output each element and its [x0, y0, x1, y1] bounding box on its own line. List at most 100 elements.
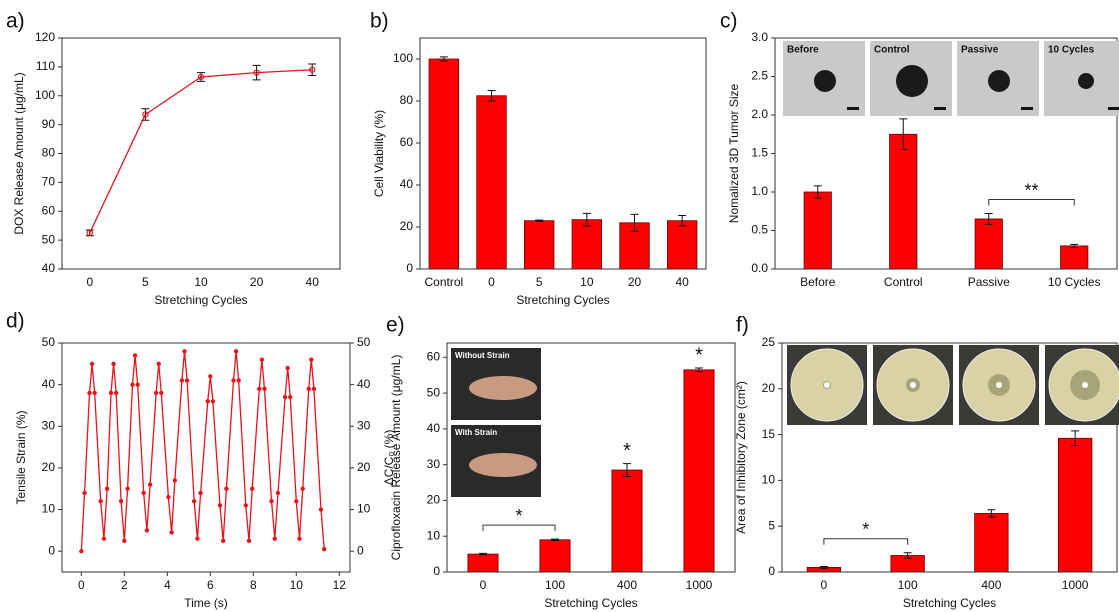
data-point — [136, 383, 139, 386]
bar — [890, 134, 917, 269]
disc — [824, 382, 830, 388]
y-tick-label: 110 — [36, 59, 55, 73]
bracket — [483, 525, 555, 531]
photo-spheroid — [896, 65, 928, 97]
y-tick-label: 40 — [42, 261, 56, 275]
x-tick-label: 0 — [86, 275, 93, 289]
y-tick-label: 0 — [768, 564, 775, 578]
data-point — [155, 391, 158, 394]
data-point — [244, 504, 247, 507]
y-tick-label: 30 — [42, 418, 56, 432]
y-tick-label: 120 — [35, 30, 55, 44]
y2-tick-label: 0 — [357, 543, 364, 557]
panel-label: e) — [386, 314, 405, 337]
data-point — [247, 539, 250, 542]
data-line — [81, 351, 324, 551]
scale-bar — [847, 107, 859, 110]
bar — [667, 221, 697, 269]
bar — [612, 470, 642, 572]
panel-label: d) — [6, 310, 25, 333]
data-point — [218, 504, 221, 507]
y2-tick-label: 10 — [357, 502, 371, 516]
x-tick-label: 400 — [617, 578, 637, 592]
bar-label: * — [623, 440, 631, 462]
data-point — [157, 362, 160, 365]
data-point — [199, 491, 202, 494]
data-point — [120, 500, 123, 503]
x-tick-label: 0 — [78, 578, 85, 592]
y-tick-label: 10 — [427, 528, 441, 542]
y-tick-label: 30 — [427, 457, 441, 471]
bar — [468, 554, 498, 572]
x-tick-label: Passive — [968, 275, 1010, 289]
y-tick-label: 20 — [427, 493, 441, 507]
y-axis-label: DOX Release Amount (μg/mL) — [12, 72, 26, 234]
y-tick-label: 80 — [400, 93, 414, 107]
disc — [910, 382, 916, 388]
x-tick-label: 4 — [164, 578, 171, 592]
data-line — [90, 70, 312, 233]
x-tick-label: 0 — [821, 578, 828, 592]
y-axis-label: Tensile Strain (%) — [14, 410, 28, 504]
photo-hand — [469, 376, 537, 400]
y-axis-label: Cell Viability (%) — [372, 110, 386, 197]
x-tick-label: 20 — [628, 275, 642, 289]
panel: e)010203040506001004001000Stretching Cyc… — [386, 314, 735, 611]
data-point — [301, 487, 304, 490]
data-point — [283, 396, 286, 399]
data-point — [170, 531, 173, 534]
data-point — [295, 500, 298, 503]
x-tick-label: 1000 — [686, 578, 713, 592]
y-tick-label: 10 — [42, 502, 56, 516]
data-point — [237, 379, 240, 382]
data-point — [310, 358, 313, 361]
y2-tick-label: 50 — [357, 335, 371, 349]
y-axis-label: Nomalized 3D Tumor Size — [727, 83, 741, 223]
x-tick-label: 2 — [121, 578, 128, 592]
x-axis-label: Stretching Cycles — [544, 596, 637, 610]
x-tick-label: 40 — [306, 275, 320, 289]
data-point — [289, 396, 292, 399]
y-tick-label: 5 — [768, 518, 775, 532]
data-point — [99, 500, 102, 503]
x-tick-label: 0 — [480, 578, 487, 592]
y-tick-label: 0.5 — [751, 223, 768, 237]
data-point — [234, 350, 237, 353]
y-tick-label: 20 — [400, 219, 414, 233]
bracket-label: * — [862, 520, 869, 540]
x-tick-label: 10 — [290, 578, 304, 592]
bar — [975, 513, 1009, 572]
bar — [524, 221, 554, 269]
data-point — [167, 495, 170, 498]
data-point — [193, 500, 196, 503]
data-point — [251, 487, 254, 490]
y-tick-label: 70 — [42, 175, 56, 189]
data-point — [145, 529, 148, 532]
data-point — [131, 383, 134, 386]
y-tick-label: 40 — [427, 421, 441, 435]
y-tick-label: 40 — [42, 377, 56, 391]
bracket — [824, 539, 908, 545]
bracket-label: * — [515, 506, 522, 526]
data-point — [126, 487, 129, 490]
data-point — [196, 537, 199, 540]
y2-tick-label: 40 — [357, 377, 371, 391]
data-point — [209, 375, 212, 378]
photo-spheroid — [814, 70, 836, 92]
x-tick-label: 10 — [194, 275, 208, 289]
data-point — [149, 483, 152, 486]
data-point — [106, 487, 109, 490]
data-point — [307, 387, 310, 390]
bracket-label: ** — [1024, 180, 1038, 200]
y-tick-label: 90 — [42, 117, 56, 131]
bar — [429, 59, 459, 269]
panel-label: a) — [6, 10, 25, 33]
data-point — [102, 537, 105, 540]
y-tick-label: 80 — [42, 146, 56, 160]
y-tick-label: 50 — [42, 232, 56, 246]
data-point — [232, 379, 235, 382]
y-tick-label: 0 — [48, 543, 55, 557]
panel: d)0102030405001020304050ΔC/C₀ (%)0246810… — [6, 310, 396, 611]
y-tick-label: 10 — [762, 473, 776, 487]
